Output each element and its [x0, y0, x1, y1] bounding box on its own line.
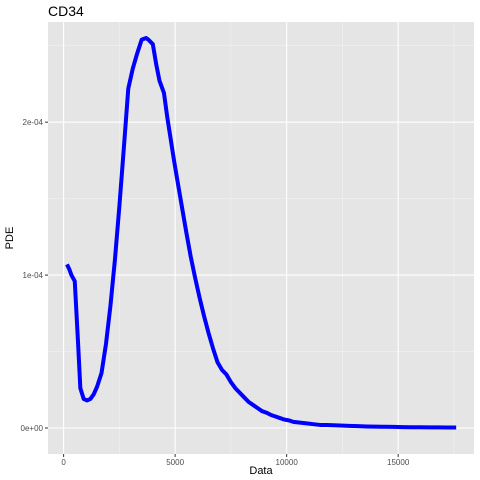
y-axis-title: PDE — [4, 227, 16, 250]
y-axis: 0e+00 1e-04 2e-04 — [21, 118, 48, 433]
x-tick-label: 0 — [61, 458, 66, 467]
series-layer — [65, 36, 457, 430]
major-gridlines — [48, 22, 474, 454]
x-axis: 0 5000 10000 15000 — [61, 454, 410, 467]
y-tick-label: 0e+00 — [21, 424, 44, 433]
x-axis-title: Data — [249, 465, 273, 477]
plot-panel — [48, 22, 474, 454]
x-tick-label: 10000 — [276, 458, 299, 467]
x-tick-label: 5000 — [166, 458, 184, 467]
y-tick-label: 1e-04 — [23, 271, 44, 280]
chart-title: CD34 — [48, 3, 84, 19]
x-tick-label: 15000 — [387, 458, 410, 467]
density-line — [65, 36, 457, 430]
y-tick-label: 2e-04 — [23, 118, 44, 127]
